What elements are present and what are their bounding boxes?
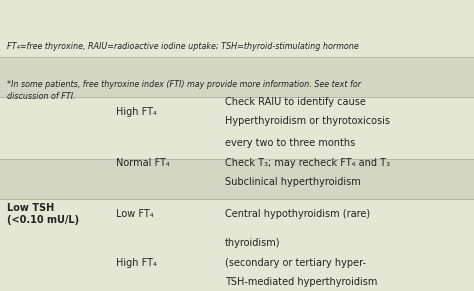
Text: High FT₄: High FT₄	[116, 107, 157, 117]
Text: Normal FT₄: Normal FT₄	[116, 157, 170, 168]
Bar	[0, 159, 474, 199]
Text: Hyperthyroidism or thyrotoxicosis: Hyperthyroidism or thyrotoxicosis	[225, 116, 390, 127]
Text: every two to three months: every two to three months	[225, 138, 356, 148]
Bar	[0, 57, 474, 97]
Text: Central hypothyroidism (rare): Central hypothyroidism (rare)	[225, 209, 370, 219]
Text: (secondary or tertiary hyper-: (secondary or tertiary hyper-	[225, 258, 366, 268]
Text: Check RAIU to identify cause: Check RAIU to identify cause	[225, 97, 366, 107]
Text: Check T₃; may recheck FT₄ and T₃: Check T₃; may recheck FT₄ and T₃	[225, 157, 390, 168]
Text: thyroidism): thyroidism)	[225, 238, 281, 248]
Text: High FT₄: High FT₄	[116, 258, 157, 268]
Text: FT₄=free thyroxine, RAIU=radioactive iodine uptake; TSH=thyroid-stimulating horm: FT₄=free thyroxine, RAIU=radioactive iod…	[7, 42, 359, 51]
Text: Low FT₄: Low FT₄	[116, 209, 154, 219]
Text: Low TSH
(<0.10 mU/L): Low TSH (<0.10 mU/L)	[7, 203, 79, 225]
Text: *In some patients, free thyroxine index (FTI) may provide more information. See : *In some patients, free thyroxine index …	[7, 80, 361, 101]
Text: TSH-mediated hyperthyroidism: TSH-mediated hyperthyroidism	[225, 277, 377, 288]
Text: Subclinical hyperthyroidism: Subclinical hyperthyroidism	[225, 177, 361, 187]
